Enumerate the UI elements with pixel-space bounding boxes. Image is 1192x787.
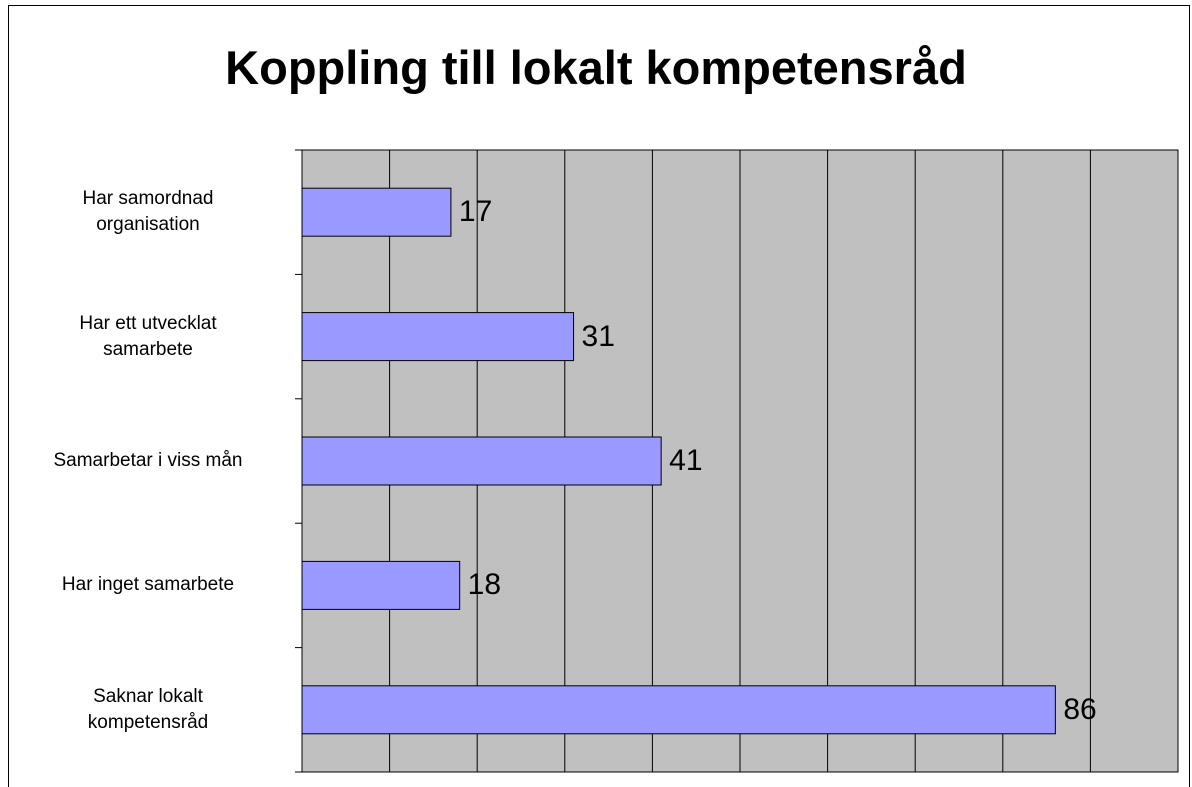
data-label: 86 [1063,692,1097,726]
data-label: 18 [467,568,502,602]
y-tick-label: Har samordnad organisation [82,188,214,236]
y-tick-label: Samarbetar i viss mån [53,450,243,471]
data-label: 17 [458,195,493,229]
y-tick-label: Har ett utvecklat samarbete [79,312,217,360]
bar [301,560,461,610]
frame [8,5,1190,787]
bar [301,312,575,362]
data-label: 31 [581,319,615,353]
y-tick-label: Saknar lokalt kompetensråd [87,685,209,733]
bar [301,436,662,486]
bar [301,187,452,237]
chart-title: Koppling till lokalt kompetensråd [225,41,967,94]
y-tick-label: Har inget samarbete [61,574,235,596]
data-label: 41 [669,444,703,477]
bar [301,685,1056,735]
